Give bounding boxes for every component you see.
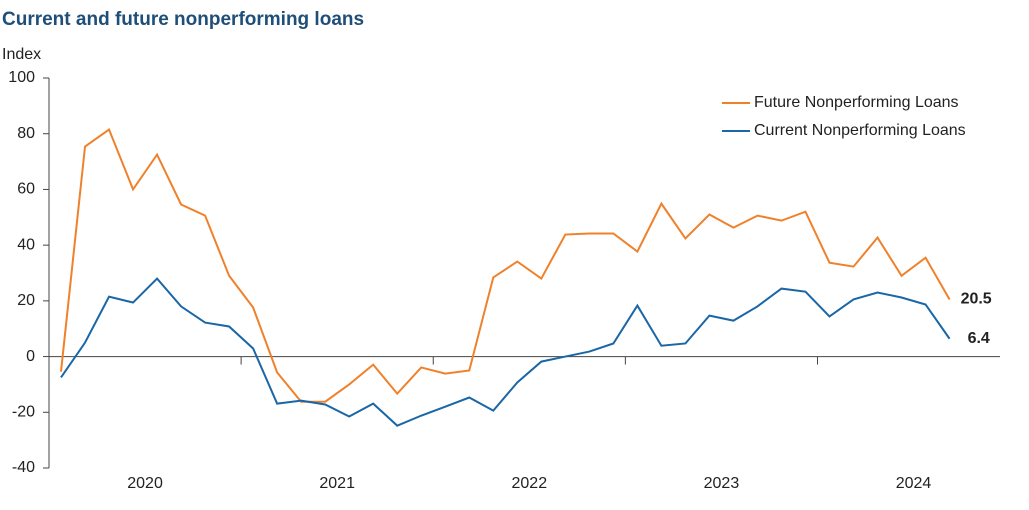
x-tick-label: 2024 <box>896 475 932 492</box>
y-tick-label: 0 <box>26 348 35 365</box>
y-tick-label: 60 <box>17 181 35 198</box>
x-tick-label: 2021 <box>319 475 355 492</box>
x-tick-label: 2023 <box>704 475 740 492</box>
series-line <box>60 277 951 427</box>
y-tick-label: 20 <box>17 292 35 309</box>
y-tick-label: 100 <box>8 69 35 86</box>
x-tick-label: 2022 <box>512 475 548 492</box>
chart-title: Current and future nonperforming loans <box>2 9 364 30</box>
y-tick-label: -40 <box>12 459 35 476</box>
x-tick-label: 2020 <box>127 475 163 492</box>
end-value-label: 6.4 <box>968 330 990 347</box>
legend-label: Current Nonperforming Loans <box>754 122 966 139</box>
y-tick-label: 40 <box>17 236 35 253</box>
legend-label: Future Nonperforming Loans <box>754 94 959 111</box>
series-line <box>60 127 951 403</box>
end-value-label: 20.5 <box>961 291 992 308</box>
y-axis-label: Index <box>2 46 41 63</box>
y-tick-label: 80 <box>17 125 35 142</box>
y-tick-label: -20 <box>12 404 35 421</box>
